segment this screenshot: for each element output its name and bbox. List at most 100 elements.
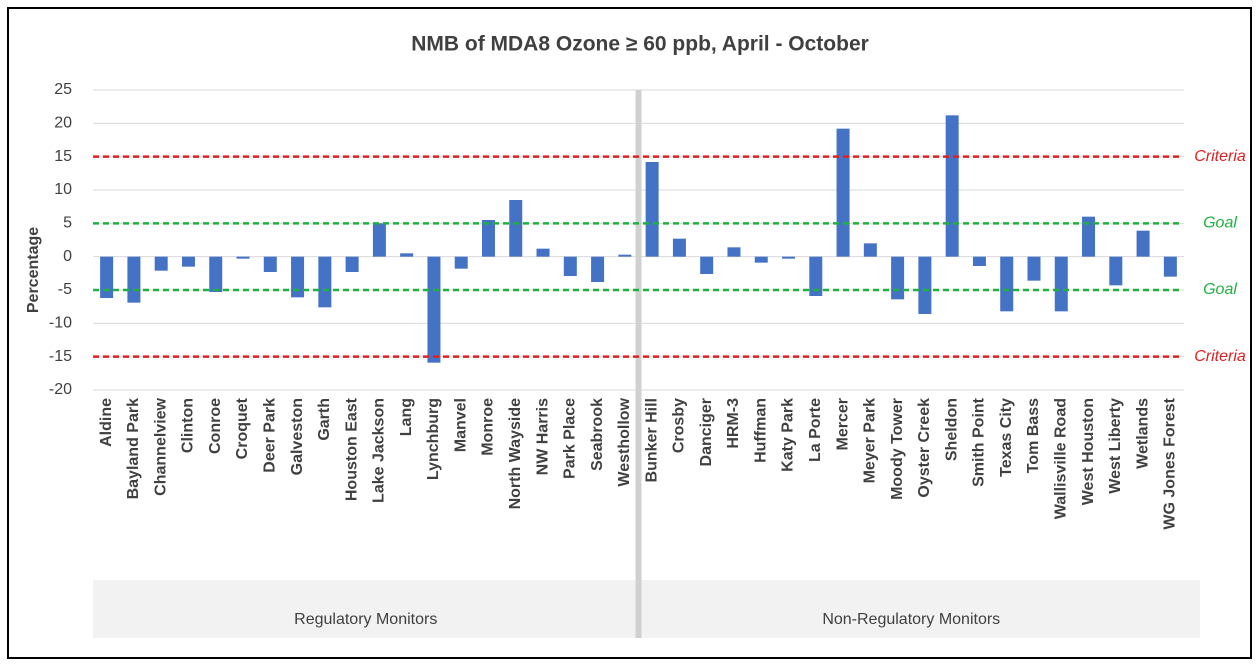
x-tick-label: Croquet [234, 397, 251, 459]
x-tick-label: Clinton [180, 398, 197, 453]
bar [782, 256, 796, 259]
y-tick-label: 15 [54, 148, 72, 165]
y-tick-label: -5 [58, 281, 72, 298]
chart-title: NMB of MDA8 Ozone ≥ 60 ppb, April - Octo… [411, 33, 869, 56]
x-tick-label: WG Jones Forest [1162, 397, 1179, 529]
bar [127, 256, 141, 303]
x-tick-label: Lake Jackson [371, 398, 388, 503]
x-tick-label: Manvel [452, 398, 469, 452]
bar [263, 256, 277, 272]
y-tick-label: 10 [54, 181, 72, 198]
x-tick-label: Moody Tower [889, 398, 906, 500]
x-tick-label: Deer Park [262, 398, 279, 473]
reference-label: Criteria [1194, 148, 1246, 165]
bar [591, 256, 605, 282]
y-tick-label: 25 [54, 81, 72, 98]
x-tick-label: Mercer [834, 398, 851, 450]
y-axis-label: Percentage [25, 227, 42, 313]
x-tick-label: Oyster Creek [916, 398, 933, 498]
x-tick-label: Danciger [698, 398, 715, 466]
bar [563, 256, 577, 276]
bar [891, 256, 905, 300]
x-tick-label: North Wayside [507, 398, 524, 510]
bar [863, 243, 877, 257]
bar [1027, 256, 1041, 281]
bar [727, 247, 741, 257]
x-tick-label: Crosby [671, 398, 688, 453]
bar [181, 256, 195, 267]
x-tick-label: Meyer Park [862, 398, 879, 483]
y-tick-label: 0 [63, 248, 72, 265]
bar [400, 253, 414, 257]
x-tick-label: Garth [316, 398, 333, 441]
reference-label: Criteria [1194, 348, 1246, 365]
group-label: Regulatory Monitors [294, 611, 437, 628]
bar [1054, 256, 1068, 312]
x-tick-label: Conroe [207, 398, 224, 454]
bar [154, 256, 168, 271]
bar [536, 248, 550, 257]
group-label: Non-Regulatory Monitors [822, 611, 1000, 628]
x-tick-label: Bayland Park [125, 398, 142, 499]
bar [372, 223, 386, 257]
reference-label: Goal [1203, 281, 1237, 298]
y-tick-label: 5 [63, 215, 72, 232]
bar [509, 200, 523, 257]
bar [754, 256, 768, 263]
x-tick-label: Texas City [998, 398, 1015, 477]
x-tick-label: Bunker Hill [643, 398, 660, 482]
x-tick-label: Wetlands [1134, 398, 1151, 469]
x-tick-label: Katy Park [780, 398, 797, 472]
bar [345, 256, 359, 272]
x-tick-label: Lang [398, 398, 415, 436]
x-tick-label: West Liberty [1107, 398, 1124, 494]
bar [1136, 230, 1150, 257]
x-tick-label: Channelview [152, 397, 169, 495]
bar [291, 256, 305, 298]
x-tick-label: Smith Point [971, 397, 988, 487]
bar [672, 238, 686, 257]
x-tick-label: La Porte [807, 398, 824, 462]
bar [481, 220, 495, 257]
bar [1082, 216, 1096, 257]
x-tick-label: Sheldon [943, 398, 960, 461]
y-tick-label: -20 [49, 381, 72, 398]
bar [945, 115, 959, 257]
bar [645, 162, 659, 257]
x-tick-label: Aldine [98, 398, 115, 447]
reference-label: Goal [1203, 215, 1237, 232]
bar [1109, 256, 1123, 286]
x-tick-label: Westhollow [616, 397, 633, 486]
x-tick-label: Huffman [752, 398, 769, 463]
x-tick-label: West Houston [1080, 398, 1097, 505]
bar [236, 256, 250, 259]
bar [209, 256, 223, 292]
bar [1163, 256, 1177, 277]
bar [618, 254, 632, 257]
bar [454, 256, 468, 269]
x-tick-label: Seabrook [589, 398, 606, 471]
bar [700, 256, 714, 274]
bar [427, 256, 441, 363]
x-tick-label: HRM-3 [725, 398, 742, 449]
bar [809, 256, 823, 296]
x-tick-label: Houston East [343, 397, 360, 501]
x-tick-label: Tom Bass [1025, 398, 1042, 473]
x-tick-label: Park Place [562, 398, 579, 479]
y-tick-label: -10 [49, 315, 72, 332]
bar [972, 256, 986, 266]
bar [836, 128, 850, 257]
bar [100, 256, 114, 298]
x-tick-label: Lynchburg [425, 398, 442, 480]
bar [918, 256, 932, 314]
y-tick-label: 20 [54, 115, 72, 132]
group-band [93, 580, 1200, 638]
x-tick-label: NW Harris [534, 398, 551, 475]
frame [7, 7, 1252, 659]
bar [1000, 256, 1014, 312]
y-tick-label: -15 [49, 348, 72, 365]
bar [318, 256, 332, 308]
x-tick-label: Wallisville Road [1052, 398, 1069, 519]
x-tick-label: Galveston [289, 398, 306, 475]
